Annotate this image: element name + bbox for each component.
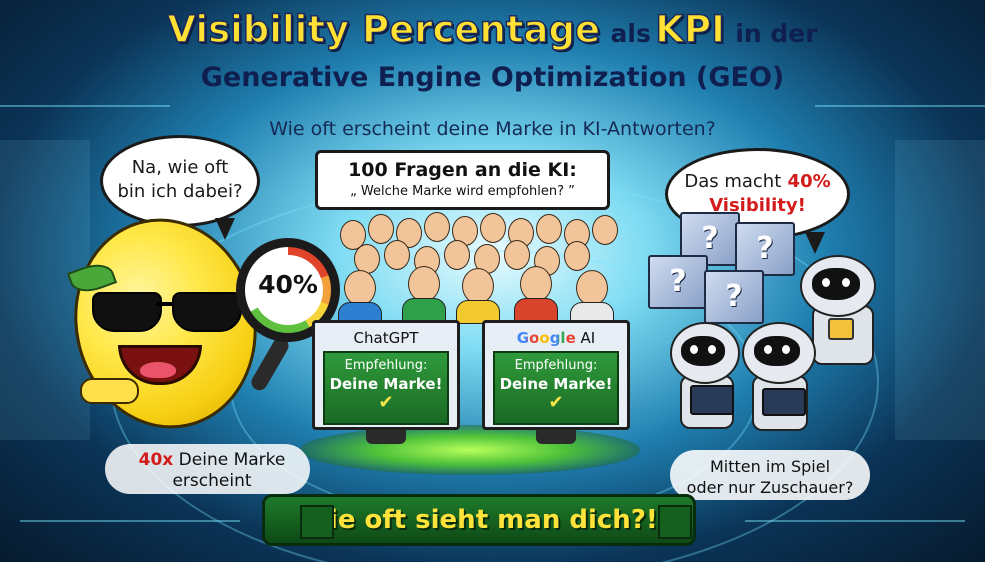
- person-head: [592, 215, 618, 245]
- person-head: [576, 270, 608, 306]
- person-head: [354, 244, 380, 274]
- question-cube-icon: ?: [735, 222, 795, 276]
- robot-visor: [681, 336, 725, 366]
- checkmark-icon: ✔: [548, 392, 564, 413]
- light-beam-left: [0, 140, 90, 440]
- robot-eye: [764, 345, 772, 354]
- person-head: [536, 214, 562, 244]
- main-title: Visibility Percentage als KPI in der: [0, 7, 985, 52]
- monitor-stand: [366, 430, 406, 444]
- title-line2: Generative Engine Optimization (GEO): [200, 62, 785, 93]
- sunglasses-lens: [92, 292, 162, 332]
- glowing-platform: [300, 425, 640, 475]
- prompt-title: 100 Fragen an die KI:: [348, 159, 577, 181]
- crowd-illustration: [330, 210, 630, 324]
- right-note-background: [670, 450, 870, 500]
- circuit-line: [20, 520, 240, 522]
- person-head: [504, 240, 530, 270]
- monitor-stand: [536, 430, 576, 444]
- checkmark-icon: ✔: [378, 392, 394, 413]
- left-note-background: [105, 444, 310, 494]
- bubble-left-line2: bin ich dabei?: [117, 181, 243, 202]
- title-main: Visibility Percentage: [167, 7, 601, 52]
- bubble-right-prefix: Das macht: [684, 171, 782, 192]
- title-kpi: KPI: [655, 7, 726, 52]
- person-head: [520, 266, 552, 302]
- circuit-line: [745, 520, 965, 522]
- robot-chest-panel: [828, 318, 854, 340]
- person-head: [564, 241, 590, 271]
- robot-visor: [812, 268, 860, 300]
- prompt-panel: 100 Fragen an die KI: „ Welche Marke wir…: [315, 150, 610, 210]
- recommendation-value: Deine Marke!: [499, 375, 613, 393]
- recommendation-label: Empfehlung:: [514, 358, 598, 373]
- recommendation-label: Empfehlung:: [344, 358, 428, 373]
- speech-bubble-left: Na, wie oft bin ich dabei?: [100, 135, 260, 227]
- sunglasses-bridge: [156, 302, 174, 306]
- recommendation-value: Deine Marke!: [329, 375, 443, 393]
- title-als: als: [610, 19, 651, 48]
- question-cube-icon: ?: [648, 255, 708, 309]
- question-cube-icon: ?: [680, 212, 740, 266]
- robot-eye: [822, 278, 830, 287]
- lemon-tongue: [140, 362, 176, 378]
- sunglasses-icon: [92, 292, 242, 332]
- bottom-banner: Wie oft sieht man dich?!: [262, 494, 696, 546]
- monitor-label-chatgpt: ChatGPT: [353, 329, 419, 347]
- person-head: [424, 212, 450, 242]
- circuit-line: [0, 105, 170, 107]
- monitor-chatgpt: ChatGPT Empfehlung: Deine Marke! ✔: [312, 320, 460, 430]
- prompt-question: „ Welche Marke wird empfohlen? ”: [350, 184, 575, 199]
- right-note-line1: Mitten im Spiel: [709, 457, 831, 476]
- left-note-count: 40x: [138, 450, 174, 470]
- person-head: [384, 240, 410, 270]
- robot-visor: [754, 336, 800, 366]
- robot-tablet-icon: [690, 385, 734, 415]
- monitor-screen: Empfehlung: Deine Marke! ✔: [323, 351, 449, 425]
- right-note: Mitten im Spiel oder nur Zuschauer?: [670, 456, 870, 498]
- robot-eye: [782, 345, 790, 354]
- bubble-tail-left: [215, 218, 235, 240]
- person-head: [408, 266, 440, 302]
- google-logo: Google: [516, 329, 576, 347]
- robot-tablet-icon: [762, 388, 806, 416]
- left-note-line2: erscheint: [172, 471, 252, 491]
- light-beam-right: [895, 140, 985, 440]
- bubble-left-line1: Na, wie oft: [131, 157, 229, 178]
- monitor-screen: Empfehlung: Deine Marke! ✔: [493, 351, 619, 425]
- title-in-der: in der: [735, 19, 818, 48]
- magnifier-center: [253, 255, 323, 325]
- right-note-line2: oder nur Zuschauer?: [686, 478, 854, 497]
- monitor-google-ai: Google AI Empfehlung: Deine Marke! ✔: [482, 320, 630, 430]
- person-head: [462, 268, 494, 304]
- magnifier-value: 40%: [258, 270, 318, 299]
- left-note-rest: Deine Marke: [178, 450, 286, 470]
- lemon-arm: [80, 378, 139, 404]
- bubble-tail-right: [805, 232, 825, 254]
- bubble-right-percent: 40%: [787, 171, 831, 192]
- person-head: [444, 240, 470, 270]
- subtitle: Wie oft erscheint deine Marke in KI-Antw…: [269, 118, 716, 140]
- google-ai-suffix: AI: [580, 329, 596, 347]
- person-head: [396, 218, 422, 248]
- monitor-label-google-ai: Google AI: [485, 329, 627, 347]
- person-head: [368, 214, 394, 244]
- sunglasses-lens: [172, 292, 242, 332]
- person-head: [480, 213, 506, 243]
- robot-eye: [842, 278, 850, 287]
- left-note: 40x Deine Marke erscheint: [112, 450, 312, 492]
- bubble-right-line2: Visibility!: [709, 195, 806, 216]
- circuit-line: [815, 105, 985, 107]
- robot-eye: [708, 345, 716, 354]
- person-head: [344, 270, 376, 306]
- robot-eye: [690, 345, 698, 354]
- question-cube-icon: ?: [704, 270, 764, 324]
